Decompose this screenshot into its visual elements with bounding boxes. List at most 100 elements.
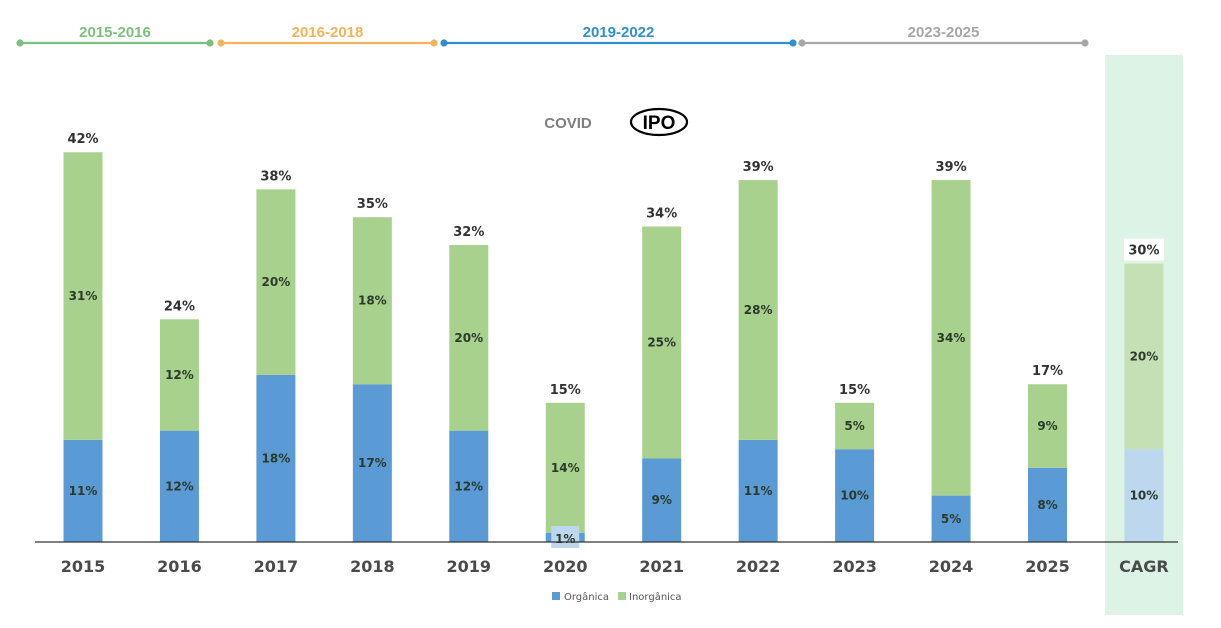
bar-group-2017: 18% 20% 38% [256,169,296,542]
bar-group-2024: 5% 34% 39% [931,160,971,542]
bar-total-label: 42% [67,132,98,147]
bar-organica [159,430,199,542]
x-tick-label: 2023 [832,557,877,576]
period-label: 2015-2016 [79,24,151,41]
bar-label-organica: 9% [652,493,672,507]
period-end-dot [430,39,438,47]
legend-swatch-organica [552,592,560,600]
bar-total-label: 35% [357,197,388,212]
bar-label-organica: 11% [69,484,98,498]
period-end-dot [1081,39,1089,47]
bar-label-organica: 8% [1037,498,1057,512]
bar-inorganica [1028,384,1067,468]
bar-label-organica: 18% [262,451,291,465]
annotations: COVID IPO [544,107,689,137]
x-tick-label: 2022 [736,557,781,576]
period-start-dot [798,39,806,47]
bar-group-CAGR: 10% 20% 30% [1123,238,1164,542]
bar-label-inorganica: 5% [844,419,864,433]
x-tick-label: 2025 [1025,557,1070,576]
bar-total-label: 39% [935,160,966,175]
bar-organica [1124,449,1164,542]
bar-label-inorganica: 9% [1037,419,1057,433]
period-label: 2019-2022 [583,24,655,41]
bar-group-2021: 9% 25% 34% [642,206,682,542]
bar-total-label: 39% [743,160,774,175]
bar-inorganica [352,217,392,385]
bar-label-inorganica: 34% [937,331,966,345]
bar-organica [835,449,875,542]
bar-label-organica: 10% [840,489,869,503]
bar-label-inorganica: 14% [551,461,580,475]
bar-organica [352,384,392,542]
bar-total-label: 38% [260,169,291,184]
bar-label-organica: 12% [454,479,483,493]
bars: 11% 31% 42% 12% 12% 24% 18% 20% 38% 17% 18% 35% 12% 2… [63,132,1164,548]
bar-total-label: 15% [839,383,870,398]
bar-group-2019: 12% 20% 32% [449,225,489,542]
bar-group-2015: 11% 31% 42% [63,132,103,542]
period-start-dot [440,39,448,47]
bar-total-label: 15% [550,383,581,398]
x-tick-label: 2018 [350,557,395,576]
x-axis-labels: 2015 2016 2017 2018 2019 2020 2021 2022 2023 2024… [61,557,1169,576]
bar-group-2018: 17% 18% 35% [352,197,392,542]
bar-organica [1028,467,1067,542]
bar-inorganica [835,402,875,450]
period-label: 2016-2018 [292,24,364,41]
covid-annotation: COVID [544,115,592,132]
bar-group-2016: 12% 12% 24% [159,299,199,542]
x-tick-label: 2015 [61,557,106,576]
period-end-dot [789,39,797,47]
bar-label-organica: 17% [358,456,387,470]
ipo-annotation: IPO [643,113,676,134]
bar-label-inorganica: 20% [1130,349,1159,363]
x-tick-label: 2024 [929,557,974,576]
bar-organica [256,374,296,542]
x-tick-label: 2017 [254,557,299,576]
legend-swatch-inorganica [618,592,626,600]
period-start-dot [16,39,24,47]
bar-inorganica [449,245,489,431]
bar-label-inorganica: 28% [744,303,773,317]
bar-label-inorganica: 18% [358,294,387,308]
bar-group-2020: 1% 14% 15% [545,383,585,548]
period-end-dot [206,39,214,47]
bar-label-inorganica: 20% [454,331,483,345]
bar-inorganica [545,402,585,533]
bar-inorganica [1124,263,1164,450]
bar-label-organica: 10% [1130,489,1159,503]
bar-group-2025: 8% 9% 17% [1028,364,1067,542]
bar-total-label: 30% [1128,244,1159,259]
x-tick-label: 2016 [157,557,202,576]
bar-label-organica: 5% [941,512,961,526]
bar-inorganica [642,226,682,459]
bar-total-label: 24% [164,299,195,314]
bar-organica [63,439,103,542]
bar-label-organica: 1% [555,532,575,546]
legend-label-organica: Orgânica [564,591,609,603]
bar-inorganica [256,189,296,375]
bar-label-inorganica: 25% [647,335,676,349]
period-start-dot [217,39,225,47]
bar-inorganica [159,319,199,431]
bar-organica [642,458,682,542]
bar-total-label: 34% [646,206,677,221]
bar-label-organica: 11% [744,484,773,498]
bar-inorganica [931,180,971,496]
bar-label-inorganica: 20% [262,275,291,289]
bar-organica [738,439,778,542]
bar-total-label: 32% [453,225,484,240]
bar-inorganica [738,180,778,440]
bar-label-organica: 12% [165,479,194,493]
bar-group-2022: 11% 28% 39% [738,160,778,542]
x-tick-label: 2021 [639,557,684,576]
x-tick-label: 2019 [447,557,492,576]
period-label: 2023-2025 [908,24,980,41]
bar-organica [449,430,489,542]
bar-label-inorganica: 31% [69,289,98,303]
period-timeline: 2015-2016 2016-2018 2019-2022 2023-2025 [16,24,1089,47]
bar-total-label: 17% [1032,364,1063,379]
bar-label-inorganica: 12% [165,368,194,382]
